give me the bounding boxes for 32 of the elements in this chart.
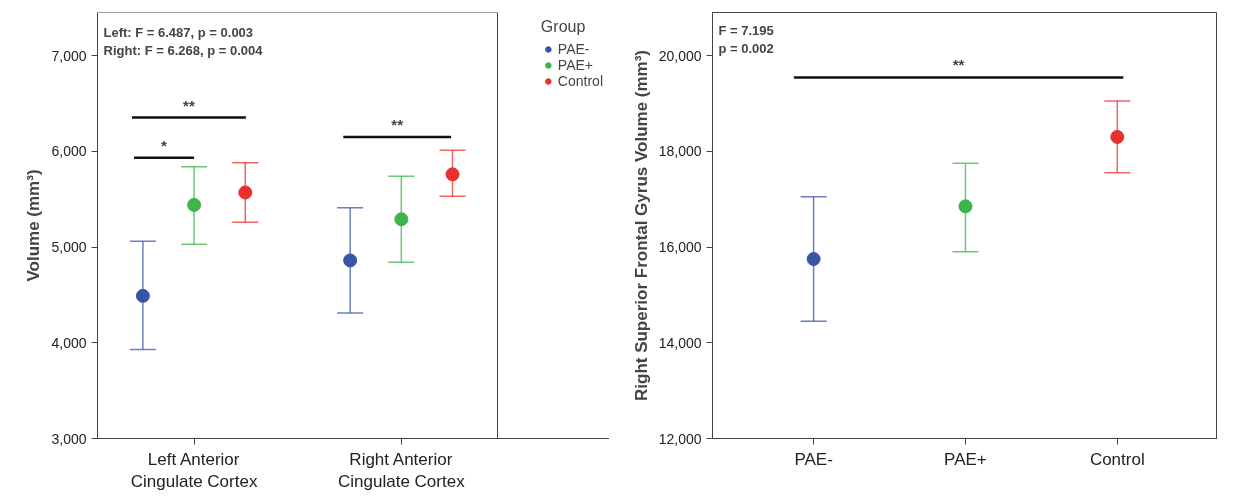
y-tick-label: 6,000 <box>51 143 87 160</box>
legend-label: Control <box>557 73 603 89</box>
legend-title: Group <box>540 18 587 36</box>
x-tick-label: PAE- <box>794 449 833 469</box>
y-tick-label: 5,000 <box>51 239 87 256</box>
y-tick-label: 12,000 <box>658 430 702 447</box>
point <box>806 252 821 266</box>
annotation: ** <box>183 96 195 114</box>
x-tick-label: Left Anterior Cingulate Cortex <box>130 449 258 492</box>
y-axis-title: Volume (mm³) <box>24 169 44 282</box>
annotation: p = 0.002 <box>718 40 774 56</box>
point <box>1110 129 1125 144</box>
y-axis-title: Right Superior Frontal Gyrus Volume (mm³) <box>631 49 651 402</box>
annotation: Right: F = 6.268, p = 0.004 <box>103 42 264 58</box>
y-tick-label: 7,000 <box>51 47 87 64</box>
y-tick-label: 18,000 <box>658 143 702 160</box>
point <box>958 199 973 214</box>
annotation: ** <box>952 56 965 74</box>
x-tick-label: Right Anterior Cingulate Cortex <box>338 449 466 492</box>
legend-label: PAE- <box>557 41 590 57</box>
annotation: ** <box>391 115 404 133</box>
y-tick-label: 16,000 <box>658 239 702 256</box>
y-tick-label: 3,000 <box>51 430 87 447</box>
x-tick-label: Control <box>1089 449 1145 469</box>
annotation: * <box>161 136 168 154</box>
y-tick-label: 14,000 <box>658 334 702 351</box>
y-tick-label: 4,000 <box>51 334 87 351</box>
y-tick-label: 20,000 <box>658 47 702 64</box>
legend-label: PAE+ <box>557 57 594 73</box>
annotation: Left: F = 6.487, p = 0.003 <box>103 24 254 40</box>
x-tick-label: PAE+ <box>944 449 987 469</box>
annotation: F = 7.195 <box>718 22 774 38</box>
